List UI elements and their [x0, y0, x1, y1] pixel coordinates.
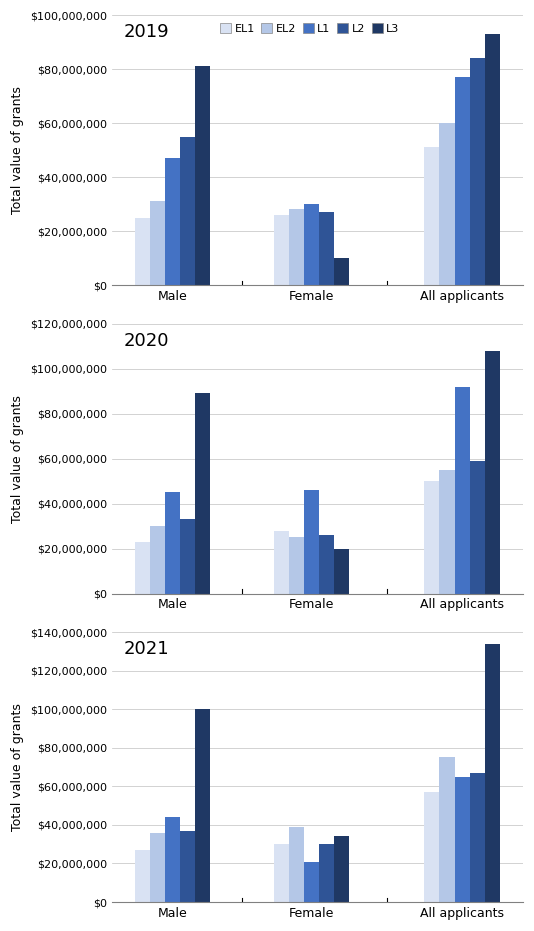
Bar — [454, 77, 469, 285]
Bar — [274, 844, 289, 902]
Bar — [165, 817, 180, 902]
Legend: EL1, EL2, L1, L2, L3: EL1, EL2, L1, L2, L3 — [220, 23, 399, 34]
Y-axis label: Total value of grants: Total value of grants — [11, 87, 24, 214]
Y-axis label: Total value of grants: Total value of grants — [11, 395, 24, 522]
Bar — [304, 861, 319, 902]
Bar — [454, 386, 469, 594]
Bar — [469, 461, 485, 594]
Bar — [274, 531, 289, 594]
Bar — [195, 66, 210, 285]
Bar — [425, 792, 439, 902]
Bar — [469, 773, 485, 902]
Bar — [425, 481, 439, 594]
Bar — [334, 258, 349, 285]
Bar — [485, 643, 500, 902]
Bar — [319, 212, 334, 285]
Bar — [195, 393, 210, 594]
Bar — [439, 123, 454, 285]
Bar — [334, 836, 349, 902]
Bar — [304, 490, 319, 594]
Bar — [439, 758, 454, 902]
Bar — [165, 158, 180, 285]
Bar — [274, 215, 289, 285]
Bar — [135, 218, 150, 285]
Text: 2019: 2019 — [124, 23, 170, 41]
Bar — [319, 535, 334, 594]
Bar — [150, 526, 165, 594]
Bar — [289, 537, 304, 594]
Bar — [425, 147, 439, 285]
Bar — [454, 776, 469, 902]
Bar — [289, 209, 304, 285]
Bar — [319, 844, 334, 902]
Bar — [135, 850, 150, 902]
Bar — [485, 351, 500, 594]
Bar — [304, 204, 319, 285]
Bar — [150, 832, 165, 902]
Bar — [165, 492, 180, 594]
Bar — [334, 548, 349, 594]
Bar — [469, 59, 485, 285]
Bar — [289, 827, 304, 902]
Bar — [135, 542, 150, 594]
Bar — [195, 709, 210, 902]
Bar — [180, 830, 195, 902]
Bar — [180, 137, 195, 285]
Bar — [439, 470, 454, 594]
Bar — [180, 519, 195, 594]
Y-axis label: Total value of grants: Total value of grants — [11, 703, 24, 831]
Bar — [485, 34, 500, 285]
Text: 2020: 2020 — [124, 331, 169, 350]
Bar — [150, 201, 165, 285]
Text: 2021: 2021 — [124, 641, 170, 658]
